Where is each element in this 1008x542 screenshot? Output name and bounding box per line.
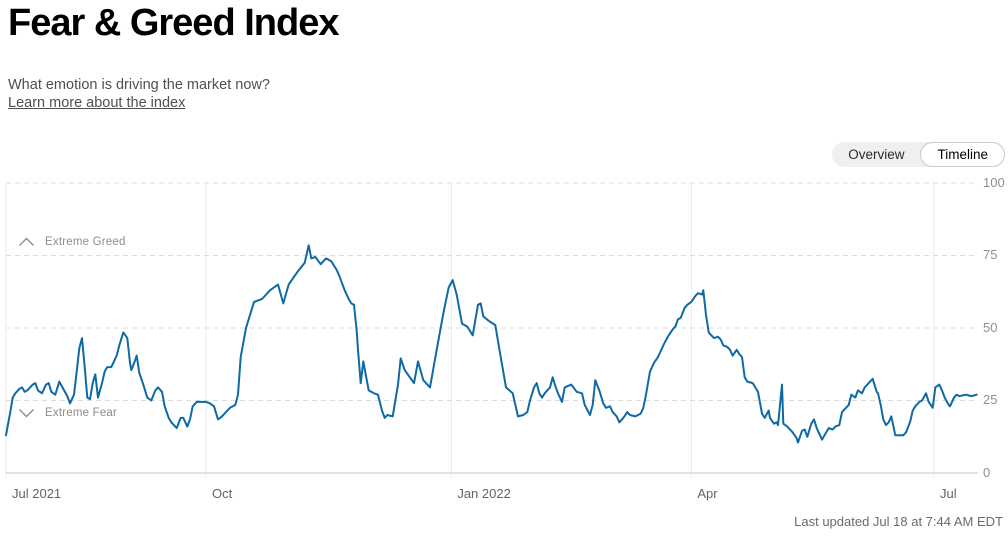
x-axis-tick: Oct bbox=[212, 486, 233, 501]
extreme-fear-annotation: Extreme Fear bbox=[18, 407, 117, 419]
y-axis-tick: 25 bbox=[983, 392, 998, 407]
chevron-down-icon bbox=[19, 409, 34, 418]
y-axis-tick: 0 bbox=[983, 465, 991, 480]
extreme-greed-annotation: Extreme Greed bbox=[18, 236, 126, 248]
y-axis-tick: 50 bbox=[983, 320, 998, 335]
x-axis-tick: Jul 2021 bbox=[12, 486, 62, 501]
chevron-up-icon bbox=[19, 237, 34, 246]
x-axis-tick: Jan 2022 bbox=[457, 486, 511, 501]
last-updated-text: Last updated Jul 18 at 7:44 AM EDT bbox=[794, 514, 1003, 529]
toggle-overview-button[interactable]: Overview bbox=[832, 142, 920, 167]
y-axis-tick: 100 bbox=[983, 175, 1005, 190]
view-toggle: Overview Timeline bbox=[832, 142, 1005, 167]
extreme-greed-label: Extreme Greed bbox=[45, 236, 126, 248]
extreme-fear-label: Extreme Fear bbox=[45, 407, 118, 419]
toggle-timeline-button[interactable]: Timeline bbox=[920, 142, 1005, 167]
x-axis-tick: Apr bbox=[697, 486, 718, 501]
page-title: Fear & Greed Index bbox=[8, 2, 339, 44]
y-axis-tick: 75 bbox=[983, 247, 998, 262]
page-subtitle: What emotion is driving the market now? bbox=[8, 77, 270, 93]
x-axis-tick: Jul bbox=[940, 486, 957, 501]
learn-more-link[interactable]: Learn more about the index bbox=[8, 95, 186, 111]
